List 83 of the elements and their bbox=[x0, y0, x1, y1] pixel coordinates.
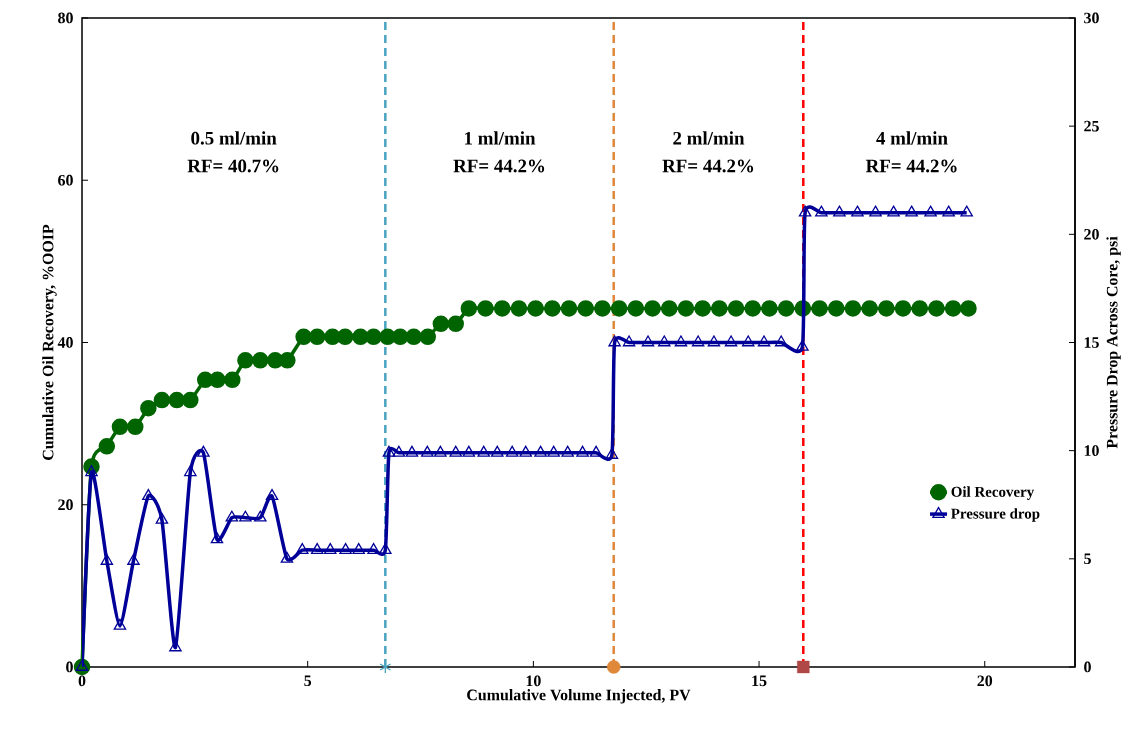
point bbox=[827, 300, 845, 317]
x-tick-label: 0 bbox=[78, 675, 86, 687]
point bbox=[237, 352, 254, 369]
point bbox=[911, 300, 928, 317]
point bbox=[660, 300, 678, 317]
point bbox=[627, 300, 645, 317]
point bbox=[111, 418, 129, 436]
point bbox=[960, 300, 977, 317]
legend-label: Pressure drop bbox=[951, 508, 1040, 522]
y2-tick-label: 5 bbox=[1084, 553, 1091, 565]
legend-label: Oil Recovery bbox=[951, 486, 1035, 500]
y-tick-label: 0 bbox=[66, 661, 73, 673]
x-tick-label: 20 bbox=[977, 675, 993, 687]
annotation: RF= 40.7% bbox=[187, 159, 279, 173]
point bbox=[336, 328, 354, 346]
x-tick-label: 15 bbox=[752, 675, 767, 687]
point bbox=[744, 300, 761, 317]
annotation: RF= 44.2% bbox=[662, 159, 754, 173]
y-tick-label: 60 bbox=[58, 174, 73, 186]
y2-tick-label: 10 bbox=[1084, 445, 1099, 457]
point bbox=[209, 371, 226, 389]
point bbox=[224, 371, 241, 389]
point bbox=[544, 300, 561, 317]
point bbox=[844, 300, 862, 317]
y2-tick-label: 15 bbox=[1084, 337, 1099, 348]
point bbox=[153, 391, 171, 409]
y2-tick-label: 30 bbox=[1084, 12, 1099, 24]
point bbox=[894, 300, 912, 317]
annotation: 2 ml/min bbox=[673, 131, 745, 145]
point bbox=[527, 300, 544, 317]
x-tick-label: 5 bbox=[304, 675, 312, 687]
point bbox=[928, 300, 945, 317]
point bbox=[432, 315, 450, 333]
point bbox=[811, 300, 828, 317]
point bbox=[878, 300, 895, 317]
point bbox=[460, 300, 478, 317]
point bbox=[477, 300, 494, 317]
annotation: RF= 44.2% bbox=[453, 159, 545, 173]
point bbox=[252, 352, 269, 369]
point bbox=[711, 300, 728, 317]
x-axis-title: Cumulative Volume Injected, PV bbox=[467, 689, 691, 704]
point bbox=[610, 300, 628, 317]
point bbox=[447, 315, 464, 333]
annotation: 4 ml/min bbox=[876, 131, 948, 145]
y-axis-title: Cumulative Oil Recovery, %OOIP bbox=[42, 224, 57, 460]
point bbox=[493, 300, 511, 317]
y-tick-label: 20 bbox=[58, 499, 73, 511]
point bbox=[140, 399, 157, 417]
point bbox=[677, 300, 695, 317]
annotation: 1 ml/min bbox=[465, 131, 536, 145]
point bbox=[168, 391, 186, 409]
point bbox=[577, 300, 594, 317]
annotation: RF= 44.2% bbox=[865, 159, 957, 173]
point bbox=[308, 328, 326, 346]
y-tick-label: 40 bbox=[57, 337, 73, 348]
point bbox=[861, 300, 878, 317]
point bbox=[797, 660, 810, 674]
point bbox=[365, 328, 382, 346]
y2-tick-label: 0 bbox=[1084, 661, 1091, 673]
point bbox=[352, 328, 369, 346]
point bbox=[761, 300, 778, 317]
point bbox=[644, 300, 661, 317]
point bbox=[279, 352, 296, 369]
point bbox=[405, 328, 423, 346]
y2-tick-label: 25 bbox=[1084, 120, 1099, 132]
point bbox=[607, 660, 621, 674]
point bbox=[560, 300, 578, 317]
point bbox=[510, 300, 528, 317]
point bbox=[777, 300, 795, 317]
point bbox=[594, 300, 611, 317]
point bbox=[727, 300, 745, 317]
y-tick-label: 80 bbox=[58, 12, 73, 24]
point bbox=[295, 328, 312, 346]
y2-axis-title: Pressure Drop Across Core, psi bbox=[1106, 236, 1121, 449]
y2-tick-label: 20 bbox=[1084, 228, 1099, 240]
annotation: 0.5 ml/min bbox=[191, 131, 277, 145]
point bbox=[127, 418, 144, 436]
point bbox=[419, 328, 436, 346]
x-tick-label: 10 bbox=[526, 675, 541, 687]
point bbox=[182, 391, 199, 409]
point bbox=[694, 300, 711, 317]
point bbox=[944, 300, 962, 317]
point bbox=[98, 438, 116, 455]
